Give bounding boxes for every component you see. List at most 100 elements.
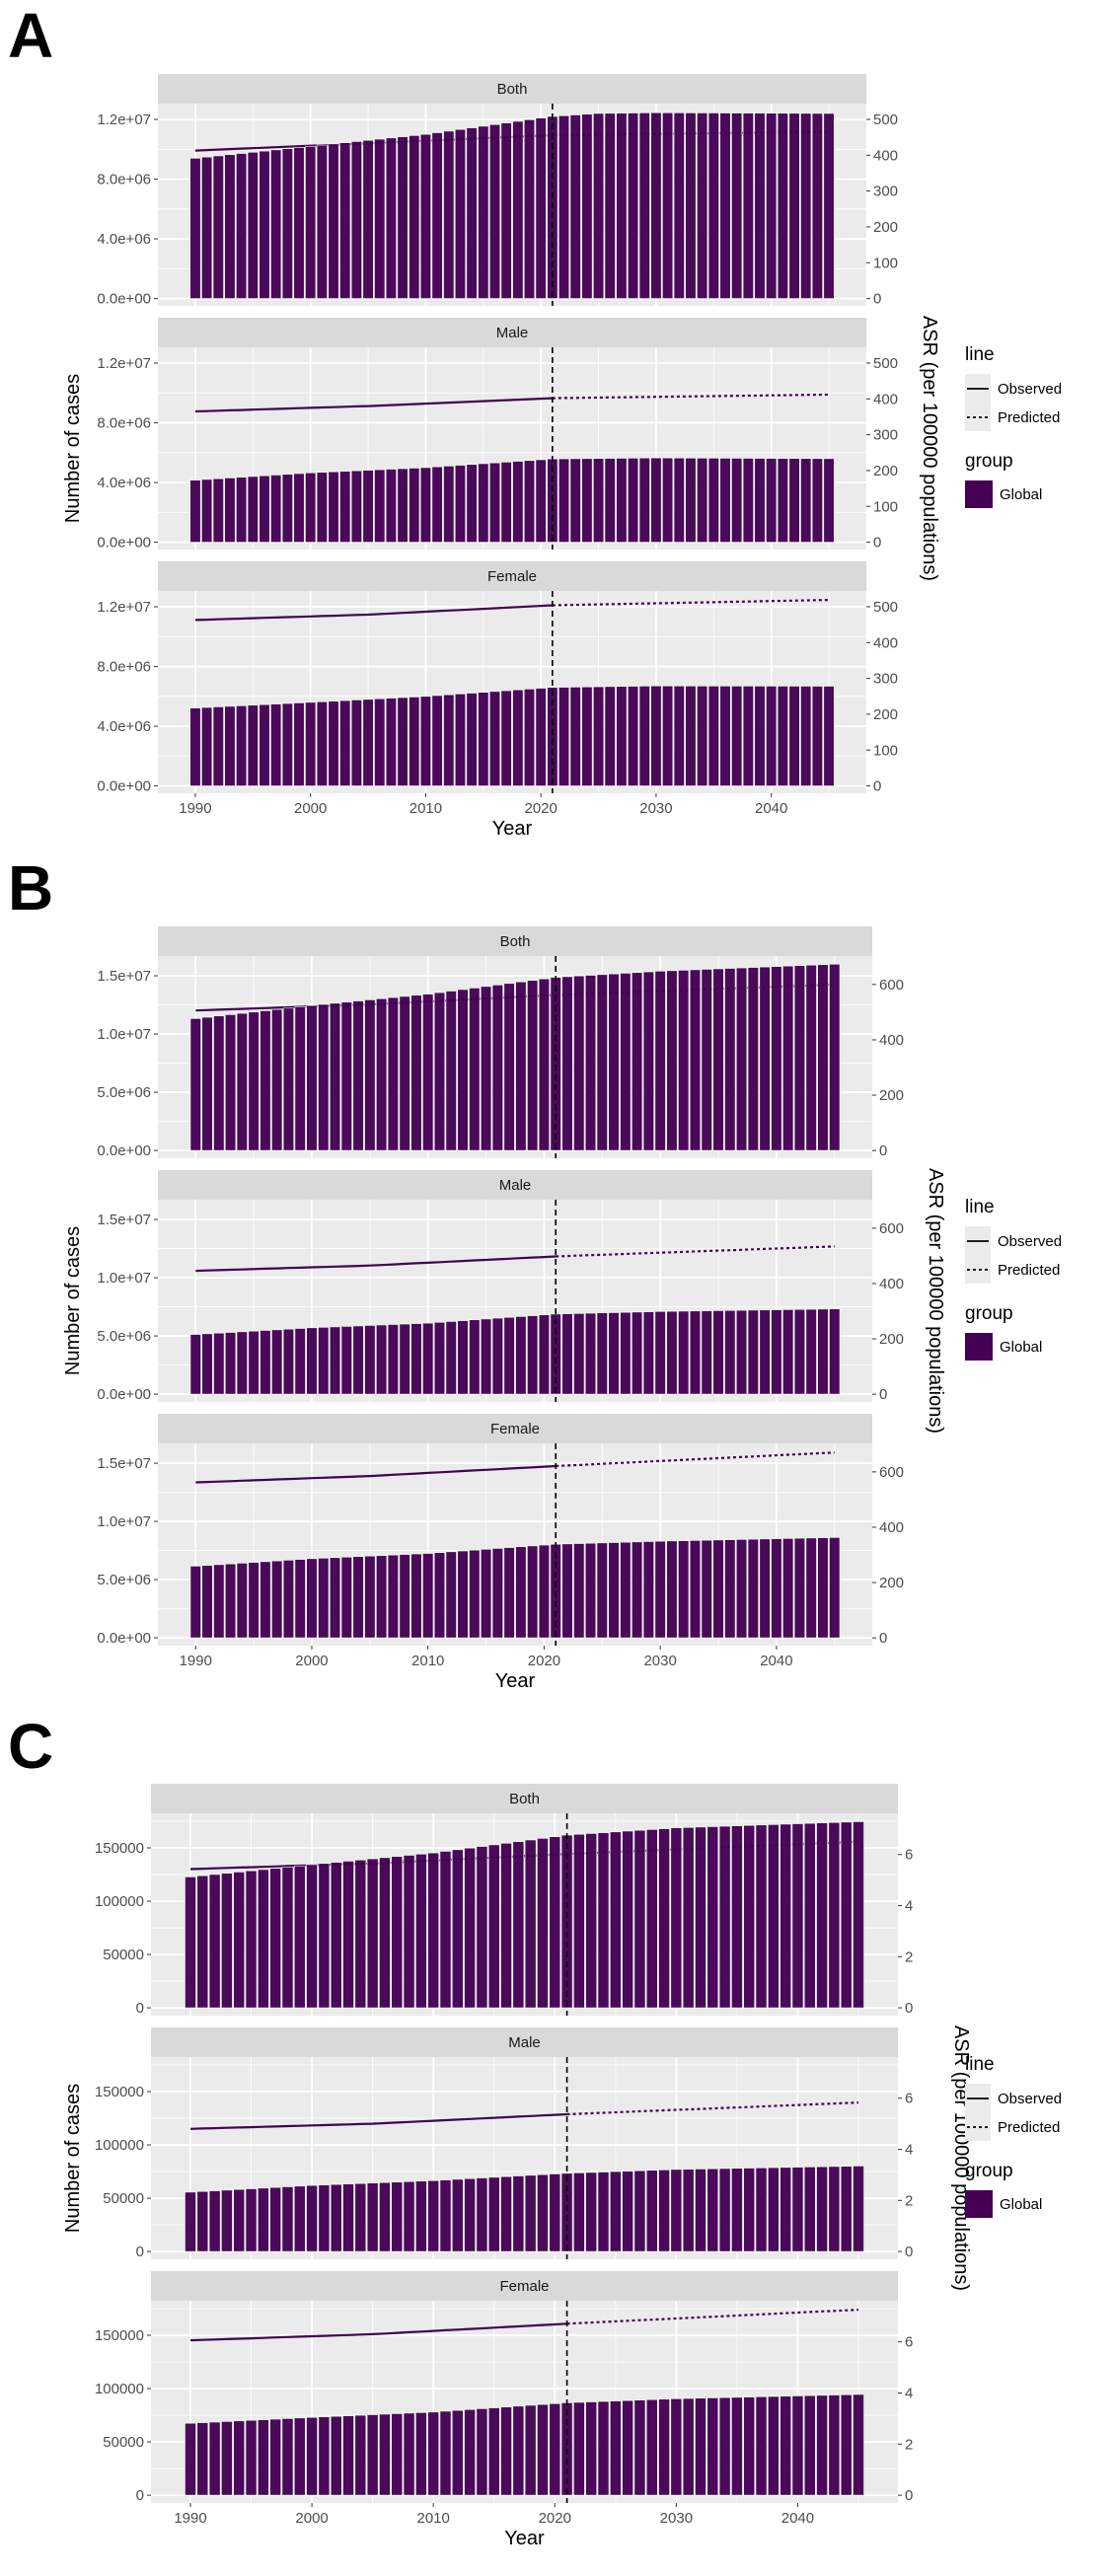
facet-strip xyxy=(158,74,866,104)
bar-1996 xyxy=(258,2419,269,2496)
facet-strip-label: Female xyxy=(487,568,537,585)
bar-2040 xyxy=(766,112,778,299)
left-tick-label: 8.0e+06 xyxy=(97,172,151,188)
legend-key-background xyxy=(965,374,991,431)
bar-2030 xyxy=(654,971,666,1151)
x-tick-label: 2040 xyxy=(781,2510,814,2527)
bar-2018 xyxy=(524,2174,537,2252)
bar-1993 xyxy=(221,2421,233,2496)
bar-2040 xyxy=(791,1823,804,2009)
bar-2039 xyxy=(780,1823,791,2009)
left-tick-label: 0.0e+00 xyxy=(97,535,151,552)
bar-2001 xyxy=(318,1558,330,1639)
facet-female: Female 0.0e+00 5.0e+06 1.0e+07 1.5e+07 0 200 40… xyxy=(97,1414,904,1692)
bar-2014 xyxy=(469,1319,481,1395)
legend-group-title: group xyxy=(965,1303,1013,1324)
x-tick-label: 2020 xyxy=(528,1653,560,1669)
bar-1991 xyxy=(201,706,213,786)
bar-1993 xyxy=(221,2189,233,2252)
bar-2003 xyxy=(340,1556,352,1639)
bar-2008 xyxy=(403,1855,415,2009)
bar-2002 xyxy=(329,1326,341,1395)
bar-2009 xyxy=(409,468,420,543)
bar-2043 xyxy=(800,112,812,299)
bar-1995 xyxy=(247,476,259,543)
bar-1992 xyxy=(213,1332,225,1395)
bar-2037 xyxy=(755,1824,768,2009)
bar-2007 xyxy=(391,2181,404,2252)
asr-observed-line xyxy=(194,604,553,622)
bar-2011 xyxy=(439,1851,452,2009)
bar-2012 xyxy=(445,1551,457,1639)
bar-2028 xyxy=(645,2398,658,2496)
bar-2041 xyxy=(803,1822,816,2009)
bar-2002 xyxy=(328,143,339,299)
bar-2031 xyxy=(662,685,674,786)
bar-1999 xyxy=(293,1865,306,2009)
bar-2032 xyxy=(695,2169,706,2252)
bar-2008 xyxy=(397,697,409,786)
bar-2020 xyxy=(535,117,547,299)
bar-2028 xyxy=(645,2170,658,2252)
bar-2014 xyxy=(466,464,478,543)
bar-2028 xyxy=(645,1829,658,2009)
bar-2022 xyxy=(561,1543,573,1639)
facet-strip-label: Male xyxy=(508,2034,541,2051)
bar-2041 xyxy=(777,112,788,299)
left-tick-label: 100000 xyxy=(95,2381,144,2397)
bar-2016 xyxy=(491,1548,503,1639)
right-tick-label: 400 xyxy=(879,1519,904,1536)
bar-2003 xyxy=(342,1861,354,2009)
bar-2013 xyxy=(457,989,469,1151)
bar-2024 xyxy=(597,1832,610,2009)
bar-2000 xyxy=(306,2416,318,2496)
bar-2035 xyxy=(707,458,719,543)
bar-2043 xyxy=(828,2394,841,2496)
bar-2027 xyxy=(616,112,628,299)
bar-2036 xyxy=(743,1824,756,2009)
x-tick-label: 2000 xyxy=(294,800,327,817)
bar-1995 xyxy=(245,1870,258,2009)
bar-1994 xyxy=(236,705,248,786)
bar-2039 xyxy=(759,1309,771,1395)
bar-2028 xyxy=(628,458,639,543)
asr-observed-line xyxy=(189,2322,567,2342)
bar-2003 xyxy=(339,699,351,786)
bar-1992 xyxy=(208,2421,221,2496)
bar-2044 xyxy=(817,1308,829,1395)
bar-1992 xyxy=(212,155,224,299)
bar-2033 xyxy=(685,685,697,786)
bar-2007 xyxy=(391,1856,404,2009)
bar-2024 xyxy=(597,2400,610,2496)
bar-2027 xyxy=(620,1311,632,1395)
bar-2038 xyxy=(767,2167,780,2252)
bar-2015 xyxy=(480,1548,492,1639)
bar-2018 xyxy=(524,1839,537,2009)
bar-1999 xyxy=(294,1006,306,1151)
bar-2045 xyxy=(853,1821,864,2009)
bar-2015 xyxy=(478,125,489,299)
legend-global-label: Global xyxy=(1000,2196,1042,2213)
bar-2032 xyxy=(673,112,685,299)
bar-2034 xyxy=(718,2396,731,2496)
bar-2023 xyxy=(569,687,581,786)
bar-2006 xyxy=(376,1324,388,1395)
bar-2041 xyxy=(782,1538,794,1639)
left-tick-label: 1.0e+07 xyxy=(97,1026,151,1043)
bar-2013 xyxy=(457,1550,469,1639)
bar-2001 xyxy=(318,2184,331,2252)
bar-2006 xyxy=(379,2181,391,2252)
bar-2037 xyxy=(735,1539,748,1639)
bar-2030 xyxy=(654,1310,666,1395)
left-tick-label: 0.0e+00 xyxy=(97,778,151,795)
bar-2019 xyxy=(527,1315,539,1395)
bar-2016 xyxy=(491,1317,503,1395)
bar-2013 xyxy=(454,465,467,543)
bar-2018 xyxy=(524,2404,537,2496)
right-tick-label: 400 xyxy=(879,1276,904,1292)
bar-2037 xyxy=(755,2167,768,2252)
bar-2017 xyxy=(500,690,512,786)
bar-2034 xyxy=(701,1310,712,1395)
asr-predicted-line xyxy=(566,2309,859,2325)
bar-2020 xyxy=(538,978,551,1151)
